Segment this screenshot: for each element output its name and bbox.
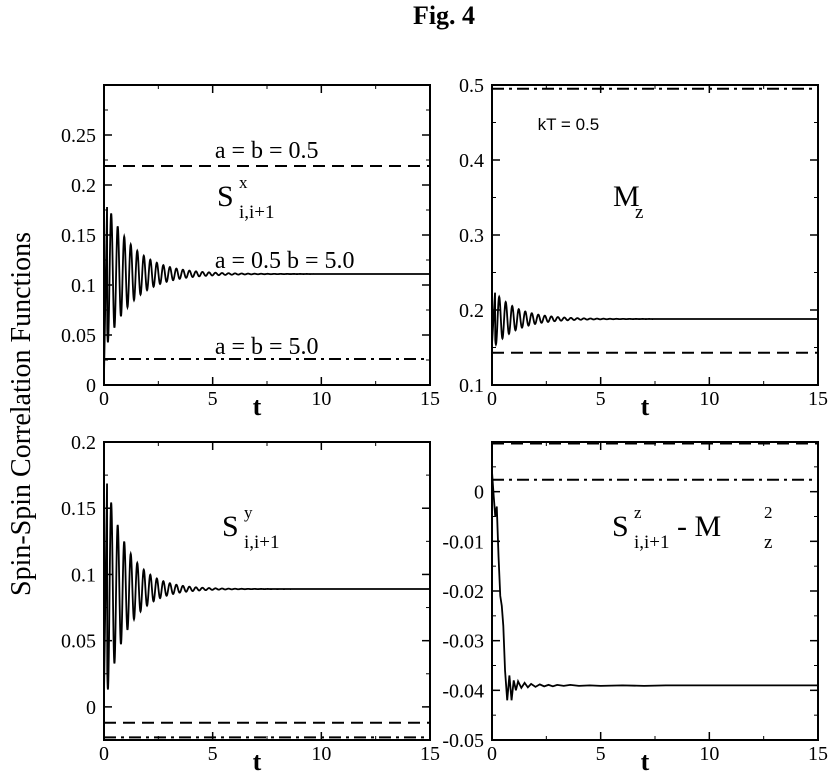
y-tick-label: 0.2 bbox=[71, 432, 96, 454]
panel-quantity-label: Mz bbox=[613, 180, 643, 223]
y-tick-label: 0.1 bbox=[71, 275, 96, 297]
x-axis-label: t bbox=[641, 747, 650, 775]
annotation: kT = 0.5 bbox=[538, 115, 600, 134]
y-tick-label: 0.3 bbox=[459, 225, 484, 247]
panel-bottom-left: 0 5 10 15 0 0.05 0.1 0.15 0.2 t S y i,i+1 bbox=[61, 432, 440, 775]
y-tick-label: -0.02 bbox=[442, 581, 484, 603]
x-tick-label: 0 bbox=[487, 743, 497, 765]
y-axis-label: Spin-Spin Correlation Functions bbox=[6, 232, 37, 596]
x-tick-label: 15 bbox=[808, 388, 828, 410]
y-tick-label: 0 bbox=[86, 697, 96, 719]
x-axis-label: t bbox=[253, 392, 262, 421]
plot-area bbox=[104, 483, 430, 739]
y-tick-label: 0.05 bbox=[61, 631, 96, 653]
y-tick-label: 0.4 bbox=[459, 150, 484, 172]
panel-top-left: 0 5 10 15 0 0.05 0.1 0.15 0.2 0.25 t a = b = 0.5 a =… bbox=[61, 84, 440, 421]
figure-title: Fig. 4 bbox=[413, 1, 475, 30]
annotation: a = b = 5.0 bbox=[215, 334, 319, 360]
x-tick-label: 10 bbox=[311, 388, 331, 410]
x-axis-label: t bbox=[253, 747, 262, 775]
y-tick-label: 0.2 bbox=[71, 175, 96, 197]
panel-bottom-right: 0 5 10 15 -0.05 -0.04 -0.03 -0.02 -0.01 0 t S z i,i+1… bbox=[442, 441, 828, 775]
x-tick-label: 10 bbox=[699, 388, 719, 410]
x-tick-label: 10 bbox=[311, 743, 331, 765]
y-tick-label: 0 bbox=[474, 482, 484, 504]
y-tick-label: 0.2 bbox=[459, 300, 484, 322]
y-tick-label: 0.5 bbox=[459, 75, 484, 97]
x-tick-label: 15 bbox=[420, 743, 440, 765]
series-line-solid bbox=[104, 206, 430, 376]
x-tick-label: 0 bbox=[99, 388, 109, 410]
y-tick-label: -0.01 bbox=[442, 531, 484, 553]
y-tick-label: 0 bbox=[86, 375, 96, 397]
y-tick-label: 0.1 bbox=[71, 564, 96, 586]
annotation: a = 0.5 b = 5.0 bbox=[215, 248, 355, 274]
plot-area bbox=[492, 442, 818, 701]
y-tick-label: 0.25 bbox=[61, 125, 96, 147]
x-tick-label: 5 bbox=[596, 743, 606, 765]
y-tick-label: -0.03 bbox=[442, 631, 484, 653]
plot-frame bbox=[491, 441, 819, 741]
annotation: a = b = 0.5 bbox=[215, 138, 319, 164]
series-line-solid bbox=[492, 292, 818, 347]
x-tick-label: 15 bbox=[420, 388, 440, 410]
y-tick-label: 0.1 bbox=[459, 375, 484, 397]
x-tick-label: 5 bbox=[208, 743, 218, 765]
x-tick-label: 0 bbox=[487, 388, 497, 410]
y-tick-label: 0.15 bbox=[61, 498, 96, 520]
y-tick-label: -0.04 bbox=[442, 680, 484, 702]
series-line-solid bbox=[492, 471, 818, 701]
plot-area bbox=[492, 87, 818, 354]
plot-area bbox=[104, 165, 430, 376]
x-tick-label: 15 bbox=[808, 743, 828, 765]
x-tick-label: 10 bbox=[699, 743, 719, 765]
panel-top-right: 0 5 10 15 0.1 0.2 0.3 0.4 0.5 t kT = 0.5 Mz bbox=[459, 75, 828, 421]
series-line-solid bbox=[104, 483, 430, 694]
y-tick-label: -0.05 bbox=[442, 730, 484, 752]
x-tick-label: 5 bbox=[208, 388, 218, 410]
y-tick-label: 0.05 bbox=[61, 325, 96, 347]
x-tick-label: 5 bbox=[596, 388, 606, 410]
y-tick-label: 0.15 bbox=[61, 225, 96, 247]
x-tick-label: 0 bbox=[99, 743, 109, 765]
x-axis-label: t bbox=[641, 392, 650, 421]
